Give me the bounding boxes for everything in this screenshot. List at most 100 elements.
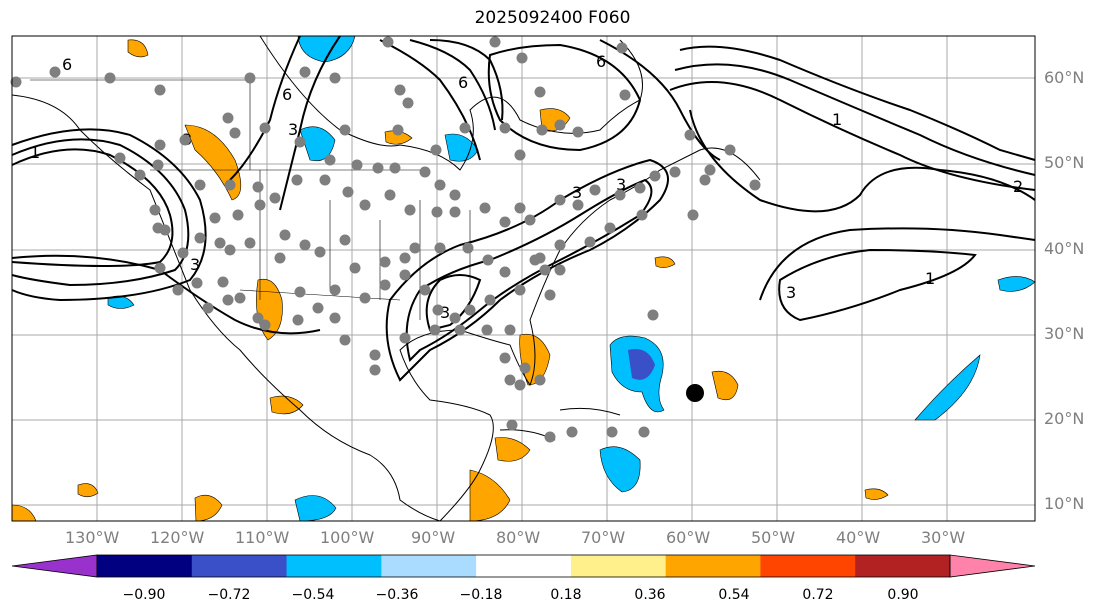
station-dot [589, 184, 601, 196]
positive-region-south-pacific [194, 494, 223, 522]
contour-label: 3 [616, 175, 626, 194]
station-dot [534, 252, 546, 264]
contour-north-atlantic-1 [679, 45, 1036, 161]
station-dot [604, 222, 616, 234]
station-dot [114, 152, 126, 164]
station-dot [252, 181, 264, 193]
contours [11, 35, 1036, 382]
colorbar-min-arrow [11, 554, 98, 578]
station-dot [294, 136, 306, 148]
station-dot [299, 66, 311, 78]
station-dot [191, 277, 203, 289]
station-dot [554, 119, 566, 131]
station-dot [524, 214, 536, 226]
station-dot [431, 206, 443, 218]
station-dot [49, 66, 61, 78]
station-dot [359, 199, 371, 211]
contour-north-atlantic-4 [689, 109, 1036, 213]
station-dot [514, 284, 526, 296]
station-dot [534, 374, 546, 386]
station-dot [159, 224, 171, 236]
contour-label: 6 [596, 52, 606, 71]
station-dot [606, 426, 618, 438]
station-dot [429, 324, 441, 336]
contour-low-center [425, 274, 482, 332]
lon-label: 110°W [235, 528, 290, 547]
colorbar-tick: −0.90 [122, 587, 166, 603]
station-dot [454, 324, 466, 336]
station-dot [704, 164, 716, 176]
station-dot [749, 179, 761, 191]
station-dot [232, 209, 244, 221]
station-dot [194, 179, 206, 191]
station-dot [394, 84, 406, 96]
contour-north-atlantic-2 [674, 63, 1036, 176]
contour-canada-1 [379, 39, 481, 161]
station-dot [179, 134, 191, 146]
contour-west-2 [11, 138, 190, 287]
station-dot [638, 426, 650, 438]
station-dot [369, 364, 381, 376]
contour-subtropical-high [778, 248, 977, 322]
colorbar-tick: 0.90 [887, 587, 919, 603]
contour-label: 3 [786, 283, 796, 302]
station-dot [177, 247, 189, 259]
strong-negative-core [628, 349, 655, 380]
colorbar-cell [570, 555, 667, 577]
station-dot [224, 179, 236, 191]
station-dot [499, 352, 511, 364]
lat-label: 10°N [1044, 494, 1085, 513]
lon-label: 120°W [150, 528, 205, 547]
colorbar-tick: −0.18 [459, 587, 503, 603]
station-dot [299, 239, 311, 251]
station-dot [312, 302, 324, 314]
negative-region-midwest [299, 126, 336, 162]
colorbar-tick: −0.54 [291, 587, 335, 603]
station-dot [259, 122, 271, 134]
station-dot [489, 36, 501, 48]
colorbar-frame [96, 554, 951, 578]
colorbar-cells [97, 555, 951, 577]
station-dot [419, 166, 431, 178]
station-dot [459, 122, 471, 134]
contour-label: 1 [30, 143, 40, 162]
contour-label: 3 [288, 120, 298, 139]
graticule [12, 36, 1035, 521]
station-dot [669, 166, 681, 178]
station-dot [636, 209, 648, 221]
station-dot [419, 284, 431, 296]
lon-label: 80°W [496, 528, 541, 547]
station-dot [572, 199, 584, 211]
station-dot [634, 182, 646, 194]
station-dot [154, 139, 166, 151]
map-frame [11, 35, 1036, 522]
station-dot [134, 169, 146, 181]
station-dot [291, 174, 303, 186]
lat-label: 20°N [1044, 409, 1085, 428]
station-dot [614, 189, 626, 201]
station-dot [449, 206, 461, 218]
station-dot [516, 52, 528, 64]
station-dot [379, 279, 391, 291]
positive-region-small [654, 256, 676, 268]
station-dot [324, 154, 336, 166]
station-dot [372, 162, 384, 174]
station-dot [481, 324, 493, 336]
lat-label: 40°N [1044, 239, 1085, 258]
lon-label: 100°W [320, 528, 375, 547]
station-dot [254, 199, 266, 211]
positive-region-gulf [494, 437, 531, 462]
positive-region-epac [77, 483, 99, 498]
positive-region-alaska [127, 39, 149, 58]
coastline-pacific [11, 94, 441, 522]
station-dot [392, 124, 404, 136]
lat-label: 30°N [1044, 324, 1085, 343]
station-dot [684, 129, 696, 141]
colorbar-max-arrow [949, 554, 1036, 578]
station-dot [449, 189, 461, 201]
station-dot [399, 269, 411, 281]
station-dot [294, 286, 306, 298]
contour-rockies-1 [229, 35, 301, 181]
negative-region-south [294, 495, 337, 522]
station-dot [499, 216, 511, 228]
